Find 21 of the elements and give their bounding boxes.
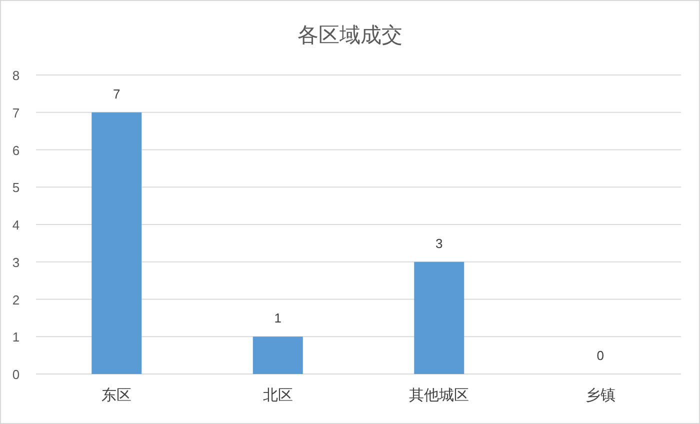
bar	[92, 112, 142, 374]
bar	[252, 336, 303, 374]
bar	[414, 262, 464, 374]
y-tick-label: 7	[12, 105, 20, 120]
x-tick-label: 乡镇	[585, 387, 616, 404]
x-tick-label: 东区	[102, 387, 132, 404]
data-label: 0	[596, 348, 604, 363]
data-label: 3	[436, 236, 443, 251]
y-tick-label: 3	[12, 254, 20, 270]
y-tick-label: 4	[12, 218, 20, 232]
data-label: 7	[113, 86, 120, 102]
x-tick-label: 北区	[262, 387, 293, 404]
y-tick-label: 8	[12, 68, 20, 83]
y-tick-label: 2	[12, 292, 20, 308]
data-label: 1	[274, 310, 282, 326]
y-tick-label: 0	[12, 367, 20, 382]
y-tick-label: 1	[12, 330, 20, 345]
y-tick-label: 5	[12, 180, 20, 196]
x-tick-label: 其他城区	[409, 387, 470, 404]
y-tick-label: 6	[12, 142, 20, 158]
chart-title: 各区域成交	[298, 24, 402, 47]
